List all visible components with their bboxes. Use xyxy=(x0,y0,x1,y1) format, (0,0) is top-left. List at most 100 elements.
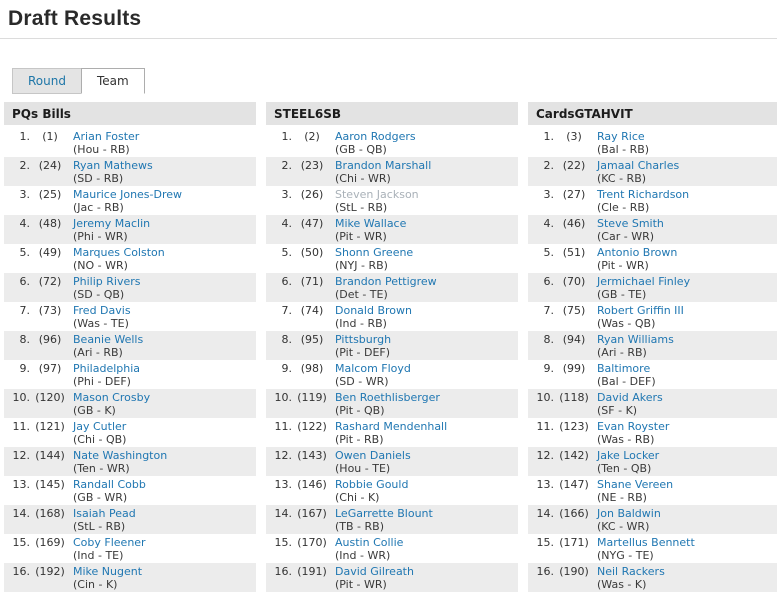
player-link[interactable]: Brandon Pettigrew xyxy=(335,275,437,288)
player-link[interactable]: Martellus Bennett xyxy=(597,536,695,549)
player-link[interactable]: Evan Royster xyxy=(597,420,670,433)
round-pick-number: 9. xyxy=(281,362,293,375)
round-pick-number: 13. xyxy=(12,478,31,491)
player-link[interactable]: Philadelphia xyxy=(73,362,141,375)
round-pick-number: 16. xyxy=(12,565,31,578)
draft-pick-row: 9. (99) Baltimore (Bal - DEF) xyxy=(528,360,777,389)
draft-pick-row: 3. (26) Steven Jackson (StL - RB) xyxy=(266,186,518,215)
team-pick-list: 1. (1) Arian Foster (Hou - RB) 2. (24) R… xyxy=(4,128,256,592)
player-block: Neil Rackers (Was - K) xyxy=(597,565,665,591)
team-position-label: (Ten - WR) xyxy=(73,462,130,475)
player-block: Ben Roethlisberger (Pit - QB) xyxy=(335,391,440,417)
player-link[interactable]: David Gilreath xyxy=(335,565,414,578)
player-link[interactable]: Aaron Rodgers xyxy=(335,130,416,143)
team-position-label: (Hou - RB) xyxy=(73,143,130,156)
overall-pick-number: (71) xyxy=(300,275,324,288)
player-block: Philadelphia (Phi - DEF) xyxy=(73,362,140,388)
overall-pick-number: (190) xyxy=(559,565,589,578)
player-link[interactable]: Steve Smith xyxy=(597,217,664,230)
player-link[interactable]: Austin Collie xyxy=(335,536,404,549)
player-link[interactable]: Jamaal Charles xyxy=(597,159,680,172)
player-link[interactable]: Coby Fleener xyxy=(73,536,146,549)
overall-pick-number: (3) xyxy=(566,130,582,143)
player-link[interactable]: Baltimore xyxy=(597,362,651,375)
round-pick-number: 5. xyxy=(19,246,31,259)
player-link[interactable]: Jay Cutler xyxy=(73,420,127,433)
player-block: Aaron Rodgers (GB - QB) xyxy=(335,130,416,156)
draft-pick-row: 15. (169) Coby Fleener (Ind - TE) xyxy=(4,534,256,563)
player-link[interactable]: Ryan Williams xyxy=(597,333,674,346)
team-position-label: (GB - TE) xyxy=(597,288,647,301)
tab-round[interactable]: Round xyxy=(12,68,81,94)
overall-pick-number: (191) xyxy=(297,565,327,578)
player-link[interactable]: David Akers xyxy=(597,391,663,404)
player-link[interactable]: Jermichael Finley xyxy=(597,275,691,288)
player-link[interactable]: Robbie Gould xyxy=(335,478,409,491)
player-link[interactable]: Pittsburgh xyxy=(335,333,392,346)
round-pick-number: 15. xyxy=(274,536,293,549)
round-pick-number: 12. xyxy=(536,449,555,462)
player-link[interactable]: Mike Wallace xyxy=(335,217,407,230)
player-link[interactable]: Robert Griffin III xyxy=(597,304,684,317)
draft-pick-row: 5. (49) Marques Colston (NO - WR) xyxy=(4,244,256,273)
player-link[interactable]: Maurice Jones-Drew xyxy=(73,188,183,201)
overall-pick-number: (75) xyxy=(562,304,586,317)
player-link[interactable]: Jake Locker xyxy=(597,449,660,462)
player-link[interactable]: Shonn Greene xyxy=(335,246,414,259)
team-position-label: (Was - RB) xyxy=(597,433,655,446)
player-link[interactable]: Owen Daniels xyxy=(335,449,411,462)
draft-pick-row: 15. (171) Martellus Bennett (NYG - TE) xyxy=(528,534,777,563)
player-link[interactable]: Isaiah Pead xyxy=(73,507,136,520)
overall-pick-number: (72) xyxy=(38,275,62,288)
team-position-label: (Hou - TE) xyxy=(335,462,391,475)
player-link[interactable]: Mike Nugent xyxy=(73,565,143,578)
player-block: Ryan Williams (Ari - RB) xyxy=(597,333,674,359)
player-link[interactable]: Neil Rackers xyxy=(597,565,665,578)
team-pick-list: 1. (2) Aaron Rodgers (GB - QB) 2. (23) B… xyxy=(266,128,518,592)
team-position-label: (Phi - DEF) xyxy=(73,375,131,388)
player-link[interactable]: Mason Crosby xyxy=(73,391,151,404)
draft-pick-row: 2. (24) Ryan Mathews (SD - RB) xyxy=(4,157,256,186)
round-pick-number: 10. xyxy=(274,391,293,404)
player-link[interactable]: Shane Vereen xyxy=(597,478,674,491)
player-link[interactable]: Arian Foster xyxy=(73,130,140,143)
player-link[interactable]: Malcom Floyd xyxy=(335,362,411,375)
player-link[interactable]: Jon Baldwin xyxy=(597,507,661,520)
round-pick-number: 1. xyxy=(543,130,555,143)
player-block: Coby Fleener (Ind - TE) xyxy=(73,536,146,562)
player-link[interactable]: Donald Brown xyxy=(335,304,412,317)
draft-pick-row: 4. (47) Mike Wallace (Pit - WR) xyxy=(266,215,518,244)
draft-pick-row: 8. (95) Pittsburgh (Pit - DEF) xyxy=(266,331,518,360)
player-link[interactable]: Ben Roethlisberger xyxy=(335,391,440,404)
player-link[interactable]: Antonio Brown xyxy=(597,246,678,259)
player-link[interactable]: Ray Rice xyxy=(597,130,645,143)
round-pick-number: 7. xyxy=(281,304,293,317)
draft-pick-row: 7. (74) Donald Brown (Ind - RB) xyxy=(266,302,518,331)
round-pick-number: 11. xyxy=(536,420,555,433)
player-link[interactable]: Jeremy Maclin xyxy=(73,217,151,230)
overall-pick-number: (123) xyxy=(559,420,589,433)
round-pick-number: 11. xyxy=(274,420,293,433)
player-link[interactable]: Randall Cobb xyxy=(73,478,146,491)
player-link[interactable]: Nate Washington xyxy=(73,449,168,462)
player-block: Shane Vereen (NE - RB) xyxy=(597,478,673,504)
player-link[interactable]: Ryan Mathews xyxy=(73,159,153,172)
player-link[interactable]: Marques Colston xyxy=(73,246,165,259)
player-link[interactable]: Rashard Mendenhall xyxy=(335,420,448,433)
player-block: Fred Davis (Was - TE) xyxy=(73,304,131,330)
player-link[interactable]: Fred Davis xyxy=(73,304,131,317)
draft-pick-row: 1. (3) Ray Rice (Bal - RB) xyxy=(528,128,777,157)
overall-pick-number: (49) xyxy=(38,246,62,259)
player-link[interactable]: Brandon Marshall xyxy=(335,159,432,172)
draft-pick-row: 14. (167) LeGarrette Blount (TB - RB) xyxy=(266,505,518,534)
player-link[interactable]: Beanie Wells xyxy=(73,333,144,346)
round-pick-number: 4. xyxy=(281,217,293,230)
player-link[interactable]: Trent Richardson xyxy=(597,188,690,201)
team-position-label: (Bal - RB) xyxy=(597,143,650,156)
player-block: Baltimore (Bal - DEF) xyxy=(597,362,656,388)
player-link[interactable]: Steven Jackson xyxy=(335,188,419,201)
tab-team[interactable]: Team xyxy=(80,68,145,94)
player-link[interactable]: LeGarrette Blount xyxy=(335,507,433,520)
player-link[interactable]: Philip Rivers xyxy=(73,275,141,288)
team-position-label: (GB - QB) xyxy=(335,143,387,156)
